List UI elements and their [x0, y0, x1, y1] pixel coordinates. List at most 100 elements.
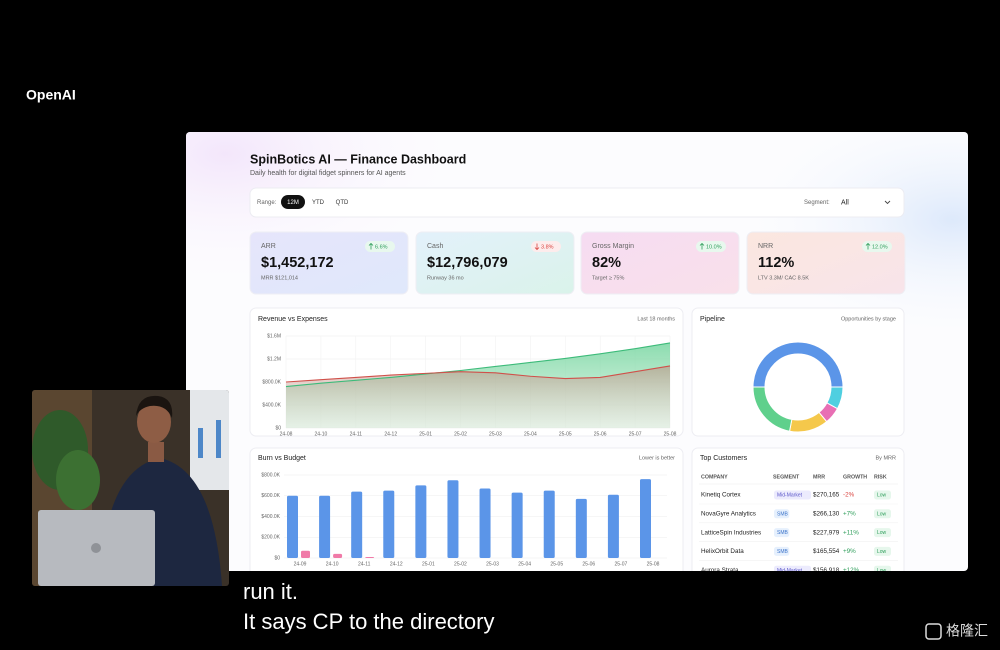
bar — [415, 485, 427, 558]
plant — [56, 450, 100, 510]
column-header: RISK — [874, 474, 887, 480]
kpi-value: $12,796,079 — [427, 255, 508, 271]
kpi-change: 3.8% — [541, 244, 554, 250]
kpi-label: Gross Margin — [592, 243, 634, 250]
company: NovaGyre Analytics — [701, 510, 756, 517]
kpi-sub: MRR $121,014 — [261, 275, 298, 281]
x-tick-label: 24-12 — [384, 431, 397, 437]
bar — [640, 479, 651, 558]
x-tick-label: 25-07 — [615, 561, 628, 567]
brand-logo: OpenAI — [26, 87, 76, 103]
bar — [575, 498, 587, 558]
kpi-row: ARR $1,452,172 MRR $121,014 6.6% Cash $12,796… — [249, 231, 906, 295]
x-tick-label: 25-01 — [422, 561, 435, 567]
person-head — [137, 401, 171, 443]
y-tick-label: $800.0K — [262, 379, 281, 385]
segment: Mid-Market — [777, 493, 803, 499]
card-title: Top Customers — [700, 455, 748, 462]
growth: -2% — [843, 492, 855, 499]
customers-card — [691, 447, 905, 571]
risk: Low — [877, 493, 887, 499]
column-header: SEGMENT — [773, 474, 800, 480]
x-tick-label: 24-10 — [326, 561, 339, 567]
kpi-value: 112% — [758, 255, 794, 271]
pipeline-card — [691, 307, 905, 437]
kpi-change: 6.6% — [375, 244, 388, 250]
mrr: $156,918 — [813, 567, 840, 574]
risk-pill — [874, 565, 891, 571]
x-tick-label: 25-03 — [489, 431, 502, 437]
kpi-change: 12.0% — [872, 244, 888, 250]
x-tick-label: 25-08 — [647, 561, 660, 567]
donut-segment — [752, 386, 793, 432]
charts: $0 $400.0K $800.0K $1.2M $1.6M 24-08 24-10 24-1… — [261, 333, 844, 567]
range-option[interactable]: 12M — [287, 200, 299, 206]
risk-pill — [874, 546, 891, 556]
mrr: $227,979 — [813, 529, 840, 536]
kpi-label: ARR — [261, 243, 276, 250]
growth: +7% — [843, 510, 856, 517]
company: HelixOrbit Data — [701, 548, 744, 555]
caption: It says CP to the directory — [243, 609, 494, 634]
x-tick-label: 24-11 — [358, 561, 371, 567]
kpi-value: 82% — [592, 255, 621, 271]
card-title: Burn vs Budget — [258, 455, 306, 462]
bar — [319, 495, 331, 558]
whiteboard — [190, 390, 229, 490]
risk: Low — [877, 549, 887, 555]
card-subtitle: Opportunities by stage — [841, 316, 896, 322]
x-tick-label: 25-08 — [664, 431, 677, 437]
y-tick-label: $0 — [275, 425, 281, 431]
dashboard-subtitle: Daily health for digital fidget spinners… — [250, 170, 406, 177]
segment: SMB — [777, 549, 789, 555]
y-tick-label: $1.6M — [267, 333, 281, 339]
y-tick-label: $200.0K — [261, 535, 280, 541]
line — [285, 342, 671, 388]
bar — [287, 495, 298, 558]
kpi-sub: Target ≥ 75% — [592, 275, 624, 281]
kpi-badge — [365, 241, 395, 252]
dashboard-title: SpinBotics AI — Finance Dashboard — [250, 152, 466, 166]
laptop-logo — [91, 543, 101, 553]
range-option[interactable]: QTD — [336, 200, 349, 206]
y-tick-label: $1.2M — [267, 356, 281, 362]
range-label: Range: — [257, 200, 277, 206]
mrr: $270,165 — [813, 492, 840, 499]
card-title: Revenue vs Expenses — [258, 316, 328, 323]
kpi-badge — [531, 241, 561, 252]
presenter-video — [32, 390, 229, 586]
risk-pill — [874, 490, 891, 500]
segment-value[interactable]: All — [841, 199, 849, 206]
whiteboard-drawing — [216, 420, 221, 458]
kpi-badge — [696, 241, 726, 252]
bar — [447, 480, 459, 558]
x-tick-label: 25-05 — [550, 561, 563, 567]
bar — [383, 490, 395, 558]
segment: SMB — [777, 511, 789, 517]
kpi-sub: LTV 3.3M/ CAC 8.5K — [758, 275, 809, 281]
card-subtitle: By MRR — [876, 455, 897, 461]
bar — [351, 491, 363, 558]
dashboard-screen: SpinBotics AI — Finance Dashboard Daily … — [186, 132, 968, 574]
bar — [607, 494, 619, 558]
x-tick-label: 24-09 — [294, 561, 307, 567]
company: Kinetiq Cortex — [701, 492, 741, 499]
range-pill-active[interactable] — [281, 195, 305, 209]
kpi-badge — [862, 241, 892, 252]
x-tick-label: 24-10 — [315, 431, 328, 437]
person-neck — [148, 442, 164, 462]
line — [285, 365, 671, 383]
trend-arrow — [368, 242, 374, 250]
kpi-label: Cash — [427, 243, 443, 250]
segment-select[interactable] — [834, 194, 898, 210]
growth: +11% — [843, 529, 859, 536]
x-tick-label: 24-11 — [350, 431, 363, 437]
column-header: MRR — [813, 474, 825, 480]
x-tick-label: 25-05 — [559, 431, 572, 437]
range-option[interactable]: YTD — [312, 200, 325, 206]
bar — [365, 556, 375, 558]
x-tick-label: 25-06 — [582, 561, 595, 567]
x-tick-label: 25-01 — [419, 431, 432, 437]
